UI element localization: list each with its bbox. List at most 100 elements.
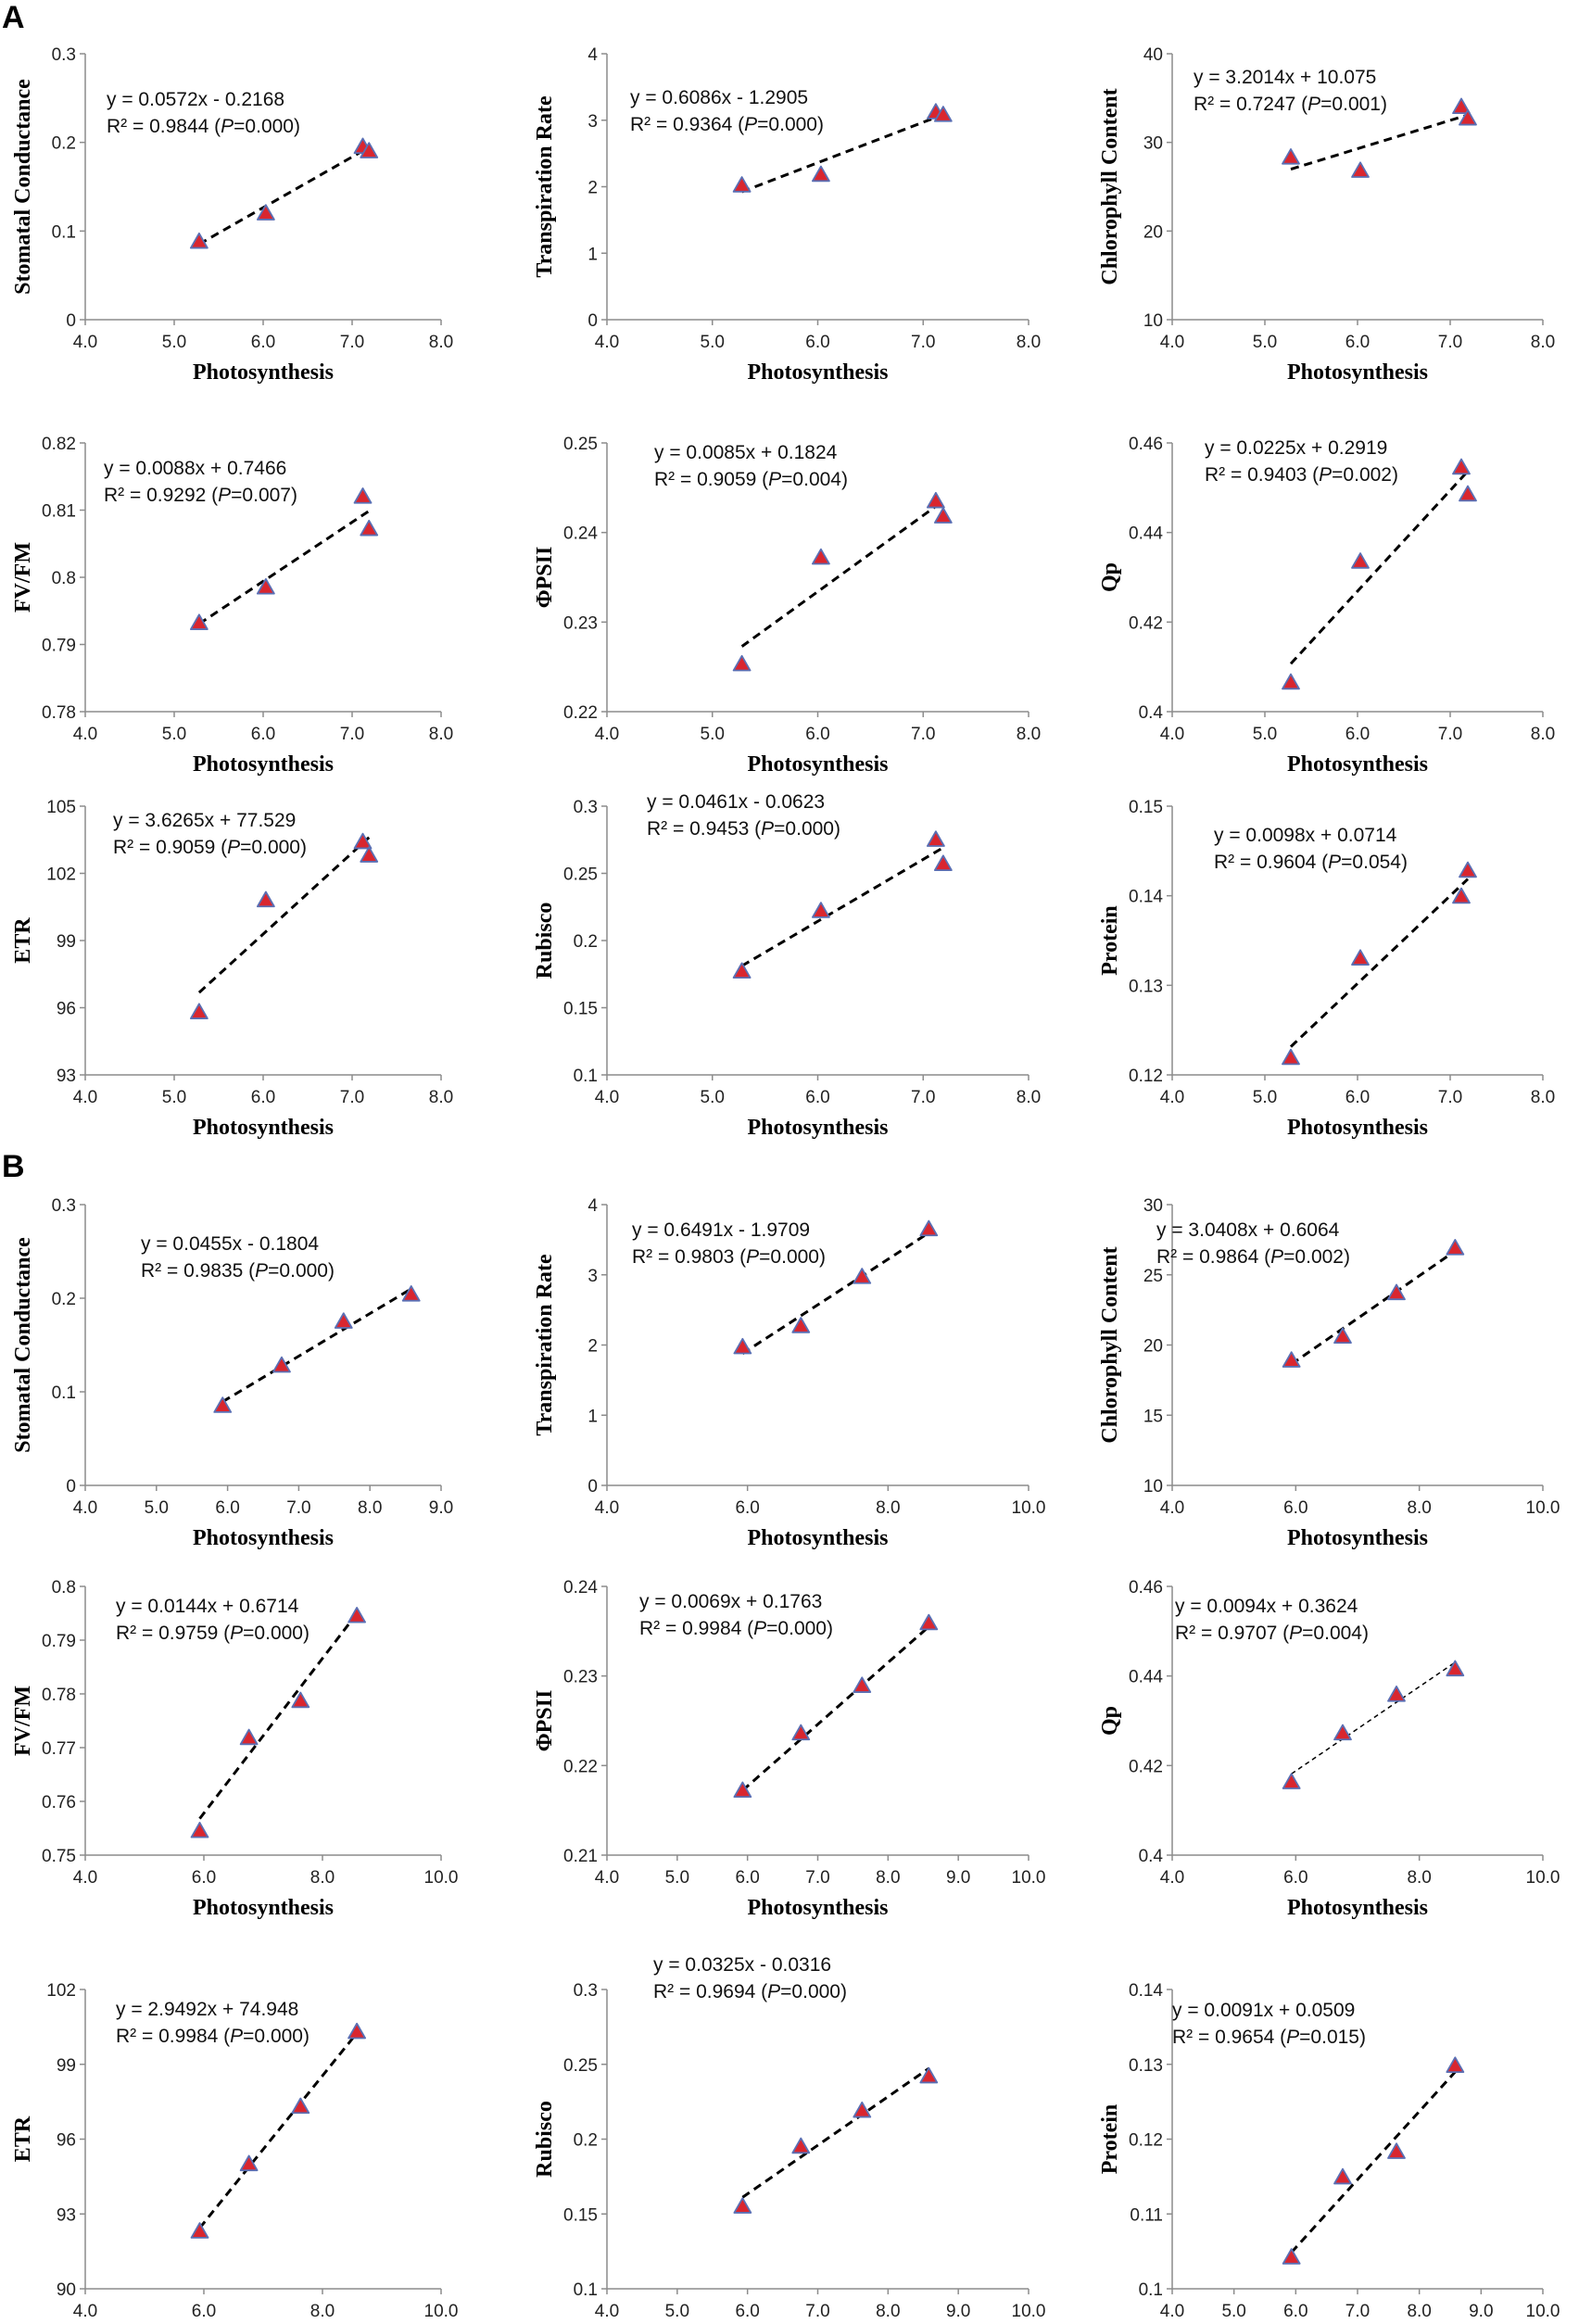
x-axis-title: Photosynthesis (193, 752, 334, 777)
r-squared-value: R² = 0.9707 ( (1175, 1623, 1289, 1644)
x-tick-label: 5.0 (1253, 333, 1277, 352)
data-point (1452, 97, 1471, 115)
x-tick-label: 6.0 (192, 2302, 216, 2321)
y-tick-label: 0.44 (1129, 1668, 1163, 1687)
y-tick-label: 0.11 (1130, 2205, 1163, 2225)
y-tick-label: 0.1 (52, 222, 76, 242)
regression-equation: y = 3.6265x + 77.529 (113, 810, 296, 831)
x-axis-title: Photosynthesis (747, 1896, 888, 1920)
chart-b8: 0.1 0.15 0.2 0.25 0.3 4.0 5.0 6.0 7.0 8.0 9.0 10.0 P… (533, 1954, 1045, 2321)
r-squared-label: R² = 0.9403 (P=0.002) (1205, 464, 1398, 486)
y-tick-label: 0.14 (1129, 1981, 1163, 2001)
p-symbol: P (218, 485, 231, 506)
chart-b2: 0 1 2 3 4 4.0 6.0 8.0 10.0 Photosynthesis Transpir… (533, 1196, 1045, 1550)
chart-a5: 0.22 0.23 0.24 0.25 4.0 5.0 6.0 7.0 8.0 Photosynt… (533, 435, 1041, 777)
r-squared-value: R² = 0.9864 ( (1156, 1246, 1270, 1268)
p-symbol: P (767, 1981, 780, 2002)
y-tick-label: 0.42 (1129, 1757, 1163, 1776)
data-point (732, 176, 752, 193)
x-tick-label: 7.0 (340, 725, 364, 744)
chart-a9: 0.12 0.13 0.14 0.15 4.0 5.0 6.0 7.0 8.0 Photosynt… (1098, 798, 1555, 1140)
x-tick-label: 8.0 (876, 1498, 900, 1518)
data-point (291, 1691, 310, 1709)
regression-equation: y = 0.6086x - 1.2905 (630, 87, 808, 108)
trendline (1290, 2070, 1457, 2254)
data-point (353, 487, 373, 504)
data-point (791, 2137, 811, 2154)
x-tick-label: 6.0 (805, 725, 829, 744)
p-value: =0.004) (781, 469, 848, 490)
y-tick-label: 0.23 (563, 613, 598, 633)
chart-a6: 0.4 0.42 0.44 0.46 4.0 5.0 6.0 7.0 8.0 Photosynth… (1098, 435, 1555, 777)
data-point (189, 613, 208, 630)
y-tick-label: 0.4 (1139, 703, 1164, 723)
x-tick-label: 8.0 (429, 333, 453, 352)
p-value: =0.007) (231, 485, 297, 506)
x-tick-label: 8.0 (1017, 1088, 1041, 1107)
data-point (256, 577, 275, 595)
y-tick-label: 0.4 (1139, 1847, 1164, 1866)
chart-a3: 10 20 30 40 4.0 5.0 6.0 7.0 8.0 Photosynthesis Chl… (1098, 45, 1555, 385)
r-squared-value: R² = 0.7247 ( (1194, 94, 1307, 115)
x-tick-label: 4.0 (73, 1868, 97, 1888)
r-squared-label: R² = 0.9604 (P=0.054) (1214, 852, 1408, 873)
data-point (256, 890, 275, 908)
x-tick-label: 4.0 (1160, 1868, 1184, 1888)
r-squared-value: R² = 0.9844 ( (107, 116, 221, 137)
data-point (190, 2222, 209, 2239)
x-tick-label: 7.0 (1438, 333, 1462, 352)
x-axis-title: Photosynthesis (193, 360, 334, 385)
y-axis-title: ΦPSII (533, 547, 557, 609)
data-point (1282, 148, 1300, 165)
data-point (1351, 161, 1370, 178)
p-symbol: P (746, 1246, 759, 1268)
y-tick-label: 3 (587, 1267, 598, 1286)
x-axis-title: Photosynthesis (193, 1116, 334, 1140)
p-symbol: P (1286, 2027, 1299, 2048)
y-tick-label: 0.15 (1129, 798, 1163, 817)
p-value: =0.000) (268, 1260, 335, 1282)
trendline (741, 2066, 930, 2199)
data-point (1282, 1351, 1301, 1368)
y-tick-label: 93 (57, 1067, 76, 1086)
y-tick-label: 102 (46, 1981, 76, 2001)
data-point (189, 232, 208, 249)
x-tick-label: 9.0 (1469, 2302, 1493, 2321)
data-point (732, 654, 752, 672)
p-value: =0.002) (1283, 1246, 1350, 1268)
chart-b6: 0.4 0.42 0.44 0.46 4.0 6.0 8.0 10.0 Photosynthes… (1098, 1578, 1560, 1920)
r-squared-value: R² = 0.9453 ( (647, 818, 761, 840)
regression-equation: y = 0.0225x + 0.2919 (1205, 437, 1387, 459)
y-tick-label: 0.8 (52, 569, 76, 588)
data-point (1459, 108, 1477, 126)
chart-b9: 0.1 0.11 0.12 0.13 0.14 4.0 5.0 6.0 7.0 8.0 9.0 10.… (1098, 1981, 1560, 2321)
y-tick-label: 0.79 (42, 1632, 76, 1651)
p-symbol: P (230, 1623, 243, 1644)
trendline (741, 113, 944, 194)
x-tick-label: 10.0 (1526, 2302, 1560, 2321)
p-symbol: P (744, 114, 757, 135)
p-symbol: P (761, 818, 774, 840)
trendline (221, 1287, 412, 1403)
r-squared-label: R² = 0.9803 (P=0.000) (632, 1246, 826, 1268)
data-point (1333, 1327, 1352, 1345)
data-point (256, 204, 275, 221)
x-tick-label: 9.0 (429, 1498, 453, 1518)
y-tick-label: 90 (57, 2280, 76, 2300)
data-point (1351, 949, 1370, 966)
chart-b5: 0.21 0.22 0.23 0.24 4.0 5.0 6.0 7.0 8.0 9.0 10.0 Ph… (533, 1578, 1045, 1920)
x-axis-title: Photosynthesis (1287, 360, 1428, 385)
x-tick-label: 7.0 (340, 333, 364, 352)
r-squared-label: R² = 0.9364 (P=0.000) (630, 114, 824, 135)
regression-equation: y = 0.0144x + 0.6714 (116, 1596, 299, 1617)
y-tick-label: 0.8 (52, 1578, 76, 1598)
chart-a1: 0 0.1 0.2 0.3 4.0 5.0 6.0 7.0 8.0 Photosynthesis S… (11, 45, 453, 385)
x-tick-label: 6.0 (251, 333, 275, 352)
trendline (1289, 878, 1470, 1048)
x-tick-label: 9.0 (946, 2302, 970, 2321)
y-tick-label: 0.23 (563, 1668, 598, 1687)
x-axis-title: Photosynthesis (1287, 1896, 1428, 1920)
y-tick-label: 3 (587, 112, 598, 132)
x-tick-label: 4.0 (1160, 1498, 1184, 1518)
x-tick-label: 9.0 (946, 1868, 970, 1888)
